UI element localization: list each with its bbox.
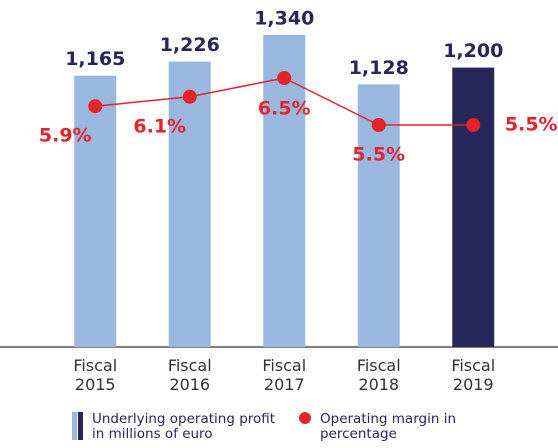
bar <box>263 35 306 347</box>
bar-value-label: 1,200 <box>443 40 503 62</box>
x-tick-label: Fiscal 2016 <box>167 356 212 394</box>
bar <box>168 61 211 348</box>
margin-marker <box>182 89 197 104</box>
margin-value-label: 5.9% <box>39 125 92 147</box>
margin-value-label: 6.5% <box>258 98 311 120</box>
bar-value-label: 1,128 <box>349 57 409 79</box>
legend-label: Operating margin in percentage <box>320 411 456 442</box>
bar <box>452 67 495 347</box>
bar <box>74 75 117 347</box>
legend-swatch <box>72 412 77 440</box>
margin-value-label: 5.5% <box>505 114 558 136</box>
legend-swatch <box>78 412 83 440</box>
margin-marker <box>371 118 386 132</box>
bar-value-label: 1,226 <box>160 34 220 56</box>
margin-marker <box>466 118 481 132</box>
margin-marker <box>88 99 103 114</box>
x-tick-label: Fiscal 2017 <box>262 356 307 394</box>
bar-value-label: 1,340 <box>254 8 314 30</box>
bar-value-label: 1,165 <box>65 48 125 70</box>
margin-marker <box>277 71 292 85</box>
x-tick-label: Fiscal 2019 <box>451 356 496 394</box>
margin-value-label: 6.1% <box>133 115 186 137</box>
margin-value-label: 5.5% <box>352 144 405 166</box>
x-tick-label: Fiscal 2015 <box>73 356 118 394</box>
legend-marker <box>299 412 311 424</box>
x-tick-label: Fiscal 2018 <box>356 356 401 394</box>
legend-label: Underlying operating profit in millions … <box>92 411 276 442</box>
